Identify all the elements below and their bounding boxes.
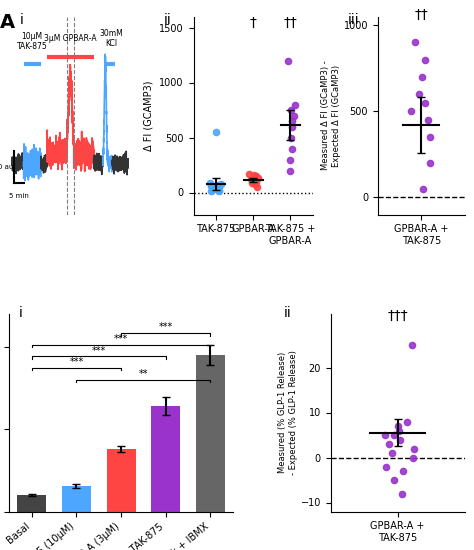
- Text: ***: ***: [114, 334, 128, 344]
- Point: [419, 184, 427, 193]
- Point: [207, 186, 214, 195]
- Text: 200 au: 200 au: [0, 164, 13, 170]
- Point: [382, 431, 389, 439]
- Point: [254, 174, 262, 183]
- Point: [209, 182, 216, 191]
- Point: [389, 449, 396, 458]
- Point: [408, 340, 416, 349]
- Text: 10μM
TAK-875: 10μM TAK-875: [17, 31, 48, 51]
- Point: [250, 170, 257, 179]
- Text: ii: ii: [164, 13, 172, 26]
- Point: [215, 187, 223, 196]
- Point: [290, 111, 298, 120]
- Point: [421, 98, 429, 107]
- Point: [217, 179, 225, 188]
- Point: [246, 169, 253, 178]
- Point: [252, 177, 260, 186]
- Y-axis label: Δ FI (GCAMP3): Δ FI (GCAMP3): [144, 80, 154, 151]
- Point: [209, 184, 217, 193]
- Point: [286, 166, 293, 175]
- Point: [411, 38, 419, 47]
- Point: [426, 133, 433, 141]
- Y-axis label: Measured (% GLP-1 Release)
- Expected (% GLP-1 Release): Measured (% GLP-1 Release) - Expected (%…: [278, 350, 298, 475]
- Text: A: A: [0, 13, 15, 31]
- Point: [424, 116, 432, 124]
- Text: i: i: [18, 306, 22, 320]
- Point: [394, 422, 402, 431]
- Point: [421, 55, 428, 64]
- Point: [247, 175, 255, 184]
- Y-axis label: Measured Δ FI (GCaMP3) -
Expected Δ FI (GCaMP3): Measured Δ FI (GCaMP3) - Expected Δ FI (…: [321, 60, 341, 170]
- Point: [286, 155, 293, 164]
- Bar: [62, 486, 91, 512]
- Point: [288, 144, 296, 153]
- Text: iii: iii: [347, 13, 359, 26]
- Bar: [107, 449, 136, 512]
- Point: [212, 128, 220, 136]
- Point: [407, 107, 415, 116]
- Point: [287, 133, 294, 142]
- Point: [251, 179, 258, 188]
- Text: 3μM GPBAR-A: 3μM GPBAR-A: [44, 34, 97, 43]
- Text: **: **: [138, 368, 148, 378]
- Point: [403, 417, 410, 426]
- Point: [291, 100, 299, 109]
- Point: [207, 178, 214, 187]
- Point: [215, 183, 223, 191]
- Point: [399, 489, 406, 498]
- Text: ††: ††: [414, 8, 428, 21]
- Point: [214, 186, 221, 195]
- Text: i: i: [20, 13, 24, 26]
- Point: [287, 106, 294, 114]
- Point: [415, 90, 422, 98]
- Point: [397, 435, 404, 444]
- Text: ***: ***: [158, 322, 173, 332]
- Text: 30mM
KCl: 30mM KCl: [99, 29, 123, 48]
- Bar: [151, 406, 180, 512]
- Point: [285, 56, 292, 65]
- Text: 5 min: 5 min: [9, 193, 29, 199]
- Text: †††: †††: [387, 309, 408, 322]
- Point: [212, 185, 220, 194]
- Point: [418, 73, 425, 81]
- Point: [252, 172, 259, 180]
- Point: [390, 476, 397, 485]
- Text: ***: ***: [91, 345, 106, 356]
- Point: [208, 182, 215, 190]
- Point: [409, 453, 417, 462]
- Point: [410, 444, 418, 453]
- Text: ii: ii: [284, 306, 292, 320]
- Point: [395, 426, 403, 435]
- Point: [385, 439, 392, 448]
- Point: [209, 184, 217, 192]
- Bar: [17, 495, 46, 512]
- Point: [215, 185, 223, 194]
- Point: [288, 122, 296, 131]
- Point: [251, 176, 259, 185]
- Point: [214, 180, 222, 189]
- Bar: [196, 355, 225, 512]
- Point: [383, 462, 390, 471]
- Point: [426, 158, 434, 167]
- Point: [253, 183, 261, 191]
- Point: [248, 178, 255, 187]
- Point: [399, 466, 407, 475]
- Point: [391, 431, 398, 439]
- Text: ††: ††: [283, 16, 297, 30]
- Point: [288, 117, 295, 125]
- Text: †: †: [250, 16, 257, 30]
- Text: ***: ***: [69, 357, 83, 367]
